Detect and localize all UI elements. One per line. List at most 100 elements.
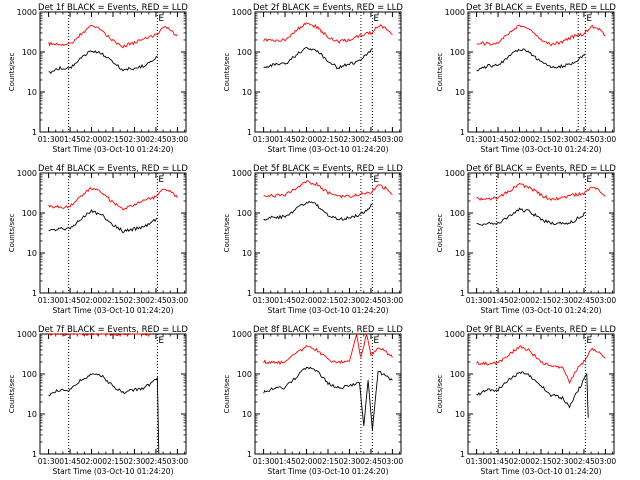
panel-det-2: Det 2f BLACK = Events, RED = LLD 1 10 100 10… (223, 3, 403, 154)
panel-det-5: Det 5f BLACK = Events, RED = LLD 1 10 100 10… (223, 164, 403, 315)
plot-frame (39, 172, 187, 294)
x-tick-label: 02:00 (296, 135, 318, 144)
x-tick-label: 01:30 (253, 135, 275, 144)
panel-title: Det 7f BLACK = Events, RED = LLD (38, 325, 188, 335)
y-tick-label: 1000 (445, 330, 465, 339)
panel-title: Det 3f BLACK = Events, RED = LLD (466, 3, 616, 13)
y-tick-label: 10 (27, 249, 37, 258)
x-tick-label: 02:45 (145, 457, 167, 466)
panel-title: Det 4f BLACK = Events, RED = LLD (38, 164, 188, 174)
time-marker-label: E (158, 336, 164, 346)
plot-frame (467, 333, 615, 455)
y-tick-label: 1 (247, 289, 252, 298)
y-axis-label: Counts/sec (223, 375, 231, 414)
x-tick-label: 02:00 (509, 296, 531, 305)
x-tick-label: 01:45 (59, 296, 81, 305)
y-axis-label: Counts/sec (436, 375, 444, 414)
panel-det-6: Det 6f BLACK = Events, RED = LLD 1 10 100 10… (436, 164, 616, 315)
x-axis-label: Start Time (03-Oct-10 01:24:20) (267, 145, 388, 154)
x-tick-label: 01:30 (253, 457, 275, 466)
y-axis-label: Counts/sec (8, 375, 16, 414)
x-tick-label: 02:30 (124, 457, 146, 466)
series-red-line (263, 180, 393, 199)
y-tick-label: 100 (22, 48, 37, 57)
time-marker-label: E (373, 336, 379, 346)
series-black-line (263, 46, 373, 70)
x-tick-label: 01:45 (59, 457, 81, 466)
y-tick-label: 10 (242, 88, 252, 97)
x-tick-label: 02:15 (102, 296, 124, 305)
plot-frame (254, 172, 402, 294)
x-tick-label: 02:30 (339, 135, 361, 144)
panel-det-3: Det 3f BLACK = Events, RED = LLD 1 10 100 10… (436, 3, 616, 154)
series-red-line (48, 186, 178, 211)
x-tick-label: 03:00 (382, 135, 404, 144)
time-marker-label: E (158, 14, 164, 24)
x-tick-label: 03:00 (167, 296, 189, 305)
x-tick-label: 03:00 (595, 135, 617, 144)
y-tick-label: 1000 (17, 330, 37, 339)
x-tick-label: 02:30 (552, 296, 574, 305)
y-tick-label: 100 (22, 209, 37, 218)
x-tick-label: 02:15 (317, 457, 339, 466)
x-tick-label: 03:00 (595, 296, 617, 305)
y-tick-label: 1000 (445, 169, 465, 178)
series-black-line (263, 366, 393, 430)
y-axis-label: Counts/sec (223, 53, 231, 92)
x-tick-label: 02:30 (124, 296, 146, 305)
x-tick-label: 01:30 (38, 296, 60, 305)
series-black-line (476, 48, 586, 72)
x-tick-label: 03:00 (167, 457, 189, 466)
x-tick-label: 01:45 (487, 457, 509, 466)
time-marker-label: E (586, 14, 592, 24)
y-axis-label: Counts/sec (436, 53, 444, 92)
y-tick-label: 10 (455, 249, 465, 258)
series-black-line (48, 208, 158, 234)
x-tick-label: 02:15 (530, 457, 552, 466)
series-red-line (48, 25, 178, 49)
time-marker-label: E (586, 175, 592, 185)
x-tick-label: 02:15 (102, 135, 124, 144)
series-black-line (48, 50, 158, 74)
x-tick-label: 01:45 (274, 135, 296, 144)
x-tick-label: 02:00 (81, 135, 103, 144)
series-black-line (263, 200, 373, 221)
x-tick-label: 03:00 (595, 457, 617, 466)
x-tick-label: 01:45 (274, 457, 296, 466)
y-tick-label: 10 (27, 88, 37, 97)
x-tick-label: 01:30 (466, 135, 488, 144)
x-axis-label: Start Time (03-Oct-10 01:24:20) (52, 145, 173, 154)
x-tick-label: 02:15 (317, 135, 339, 144)
x-tick-label: 01:30 (466, 296, 488, 305)
x-tick-label: 03:00 (382, 296, 404, 305)
x-tick-label: 02:45 (573, 135, 595, 144)
x-tick-label: 01:45 (487, 296, 509, 305)
y-tick-label: 1 (32, 289, 37, 298)
x-tick-label: 01:45 (487, 135, 509, 144)
x-axis-label: Start Time (03-Oct-10 01:24:20) (52, 306, 173, 315)
x-axis-label: Start Time (03-Oct-10 01:24:20) (480, 467, 601, 476)
x-tick-label: 01:45 (59, 135, 81, 144)
panel-title: Det 8f BLACK = Events, RED = LLD (253, 325, 403, 335)
panel-title: Det 9f BLACK = Events, RED = LLD (466, 325, 616, 335)
y-tick-label: 10 (27, 410, 37, 419)
y-tick-label: 100 (450, 48, 465, 57)
x-axis-label: Start Time (03-Oct-10 01:24:20) (267, 467, 388, 476)
y-axis-label: Counts/sec (8, 53, 16, 92)
x-tick-label: 02:45 (145, 296, 167, 305)
panel-det-8: Det 8f BLACK = Events, RED = LLD 1 10 100 10… (223, 325, 403, 476)
x-tick-label: 02:45 (360, 457, 382, 466)
panel-det-7: Det 7f BLACK = Events, RED = LLD 1 10 100 10… (8, 325, 188, 476)
time-marker-label: E (373, 14, 379, 24)
plot-frame (254, 11, 402, 133)
x-tick-label: 02:15 (530, 135, 552, 144)
x-tick-label: 02:15 (317, 296, 339, 305)
x-tick-label: 01:30 (253, 296, 275, 305)
x-tick-label: 02:30 (552, 135, 574, 144)
panel-title: Det 1f BLACK = Events, RED = LLD (38, 3, 188, 13)
plot-frame (39, 333, 187, 455)
panel-title: Det 5f BLACK = Events, RED = LLD (253, 164, 403, 174)
x-tick-label: 03:00 (382, 457, 404, 466)
y-tick-label: 1000 (232, 8, 252, 17)
x-axis-label: Start Time (03-Oct-10 01:24:20) (480, 306, 601, 315)
